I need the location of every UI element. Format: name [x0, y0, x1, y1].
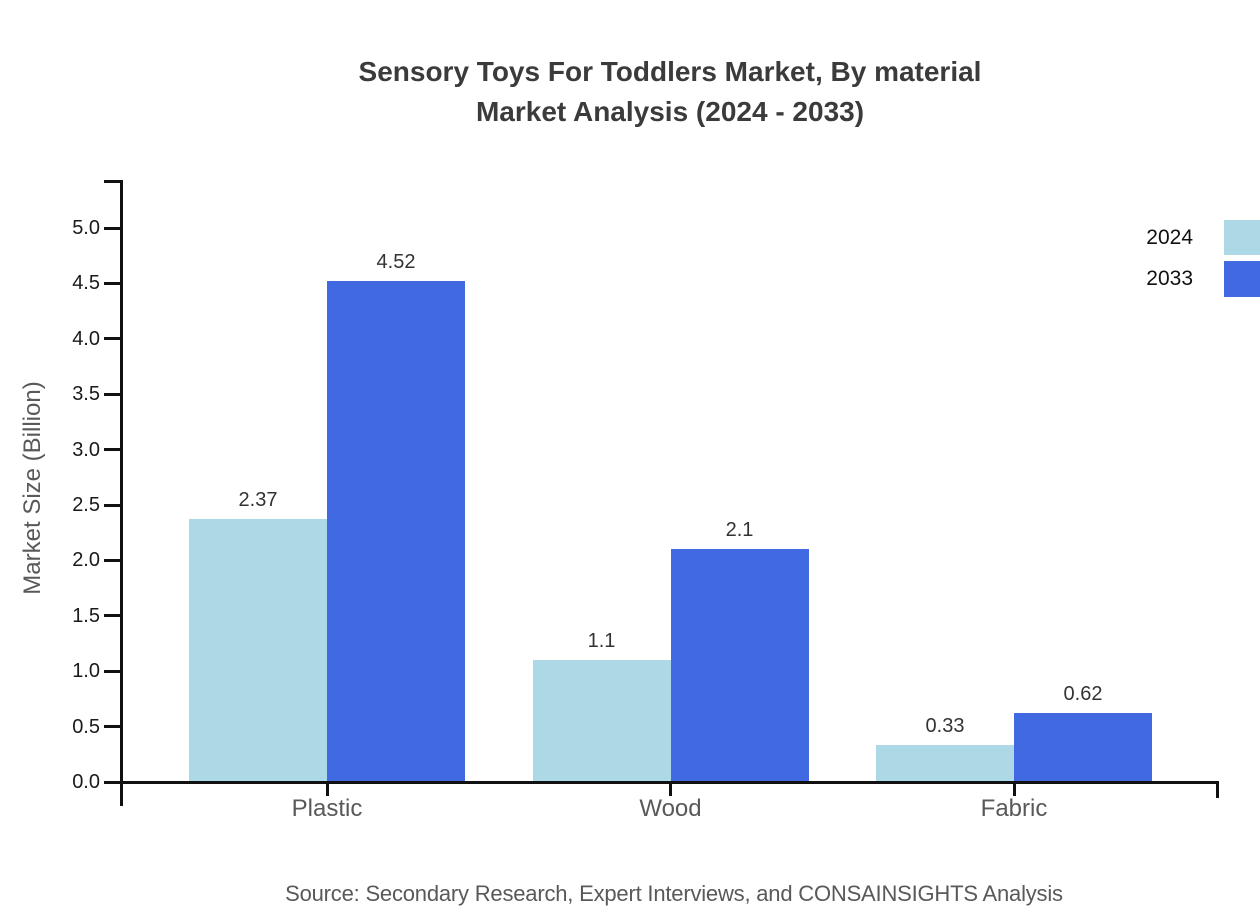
- bar-value-label: 2.1: [725, 519, 754, 542]
- y-axis-tick-label: 3.5: [72, 383, 100, 406]
- y-axis-tick: [104, 503, 121, 507]
- y-axis-tick: [104, 614, 121, 618]
- y-axis-tick-label: 5.0: [72, 217, 100, 239]
- y-axis-tick-label: 1.0: [72, 660, 100, 683]
- bar-value-label: 4.52: [376, 251, 416, 274]
- y-axis-tick-label: 0.0: [72, 771, 100, 793]
- bar-2024-wood: [532, 660, 671, 782]
- bar-value-label: 0.33: [925, 715, 965, 738]
- x-axis-tick: [1012, 781, 1016, 796]
- bar-2024-fabric: [876, 745, 1014, 782]
- legend-swatch-2024: [1224, 220, 1260, 255]
- y-axis-tick: [104, 448, 121, 452]
- y-axis-tick: [104, 558, 121, 562]
- legend-swatch-2033: [1224, 261, 1260, 297]
- bar-2033-wood: [670, 549, 809, 782]
- y-axis-top-cap: [104, 180, 121, 183]
- y-axis-tick: [104, 392, 121, 396]
- x-axis-end-cap: [1216, 781, 1219, 798]
- y-axis-tick: [104, 281, 121, 285]
- y-axis-tick-label: 1.5: [72, 604, 100, 627]
- bar-value-label: 0.62: [1063, 683, 1103, 706]
- x-axis-category-label: Plastic: [291, 795, 363, 822]
- x-axis-line: [104, 781, 1219, 784]
- y-axis-tick-label: 3.0: [72, 438, 100, 461]
- y-axis-tick: [104, 337, 121, 341]
- y-axis-tick-label: 4.5: [72, 272, 100, 295]
- bar-value-label: 2.37: [238, 489, 278, 512]
- y-axis-tick-label: 2.5: [72, 494, 100, 516]
- x-axis-category-label: Wood: [639, 795, 702, 822]
- legend-label-2024: 2024: [1146, 226, 1193, 249]
- x-axis-tick: [325, 781, 329, 796]
- chart-title-line1: Sensory Toys For Toddlers Market, By mat…: [358, 56, 982, 87]
- x-axis-category-label: Fabric: [980, 795, 1048, 822]
- bar-value-label: 1.1: [587, 630, 616, 653]
- bar-2033-plastic: [327, 281, 465, 782]
- x-axis-tick: [669, 781, 672, 796]
- y-axis-tick: [104, 725, 121, 729]
- bar-2024-plastic: [189, 519, 327, 782]
- y-axis-tick-label: 2.0: [72, 549, 100, 572]
- y-axis-tick: [104, 226, 121, 230]
- y-axis-line: [120, 180, 123, 806]
- y-axis-tick: [104, 669, 121, 673]
- bar-2033-fabric: [1014, 713, 1152, 782]
- source-note: Source: Secondary Research, Expert Inter…: [285, 881, 1063, 906]
- chart-title-line2: Market Analysis (2024 - 2033): [475, 96, 865, 127]
- y-axis-tick-label: 4.0: [72, 327, 100, 350]
- chart-title: Sensory Toys For Toddlers Market, By mat…: [80, 52, 1260, 132]
- y-axis-tick-label: 0.5: [72, 715, 100, 738]
- legend-label-2033: 2033: [1146, 267, 1193, 290]
